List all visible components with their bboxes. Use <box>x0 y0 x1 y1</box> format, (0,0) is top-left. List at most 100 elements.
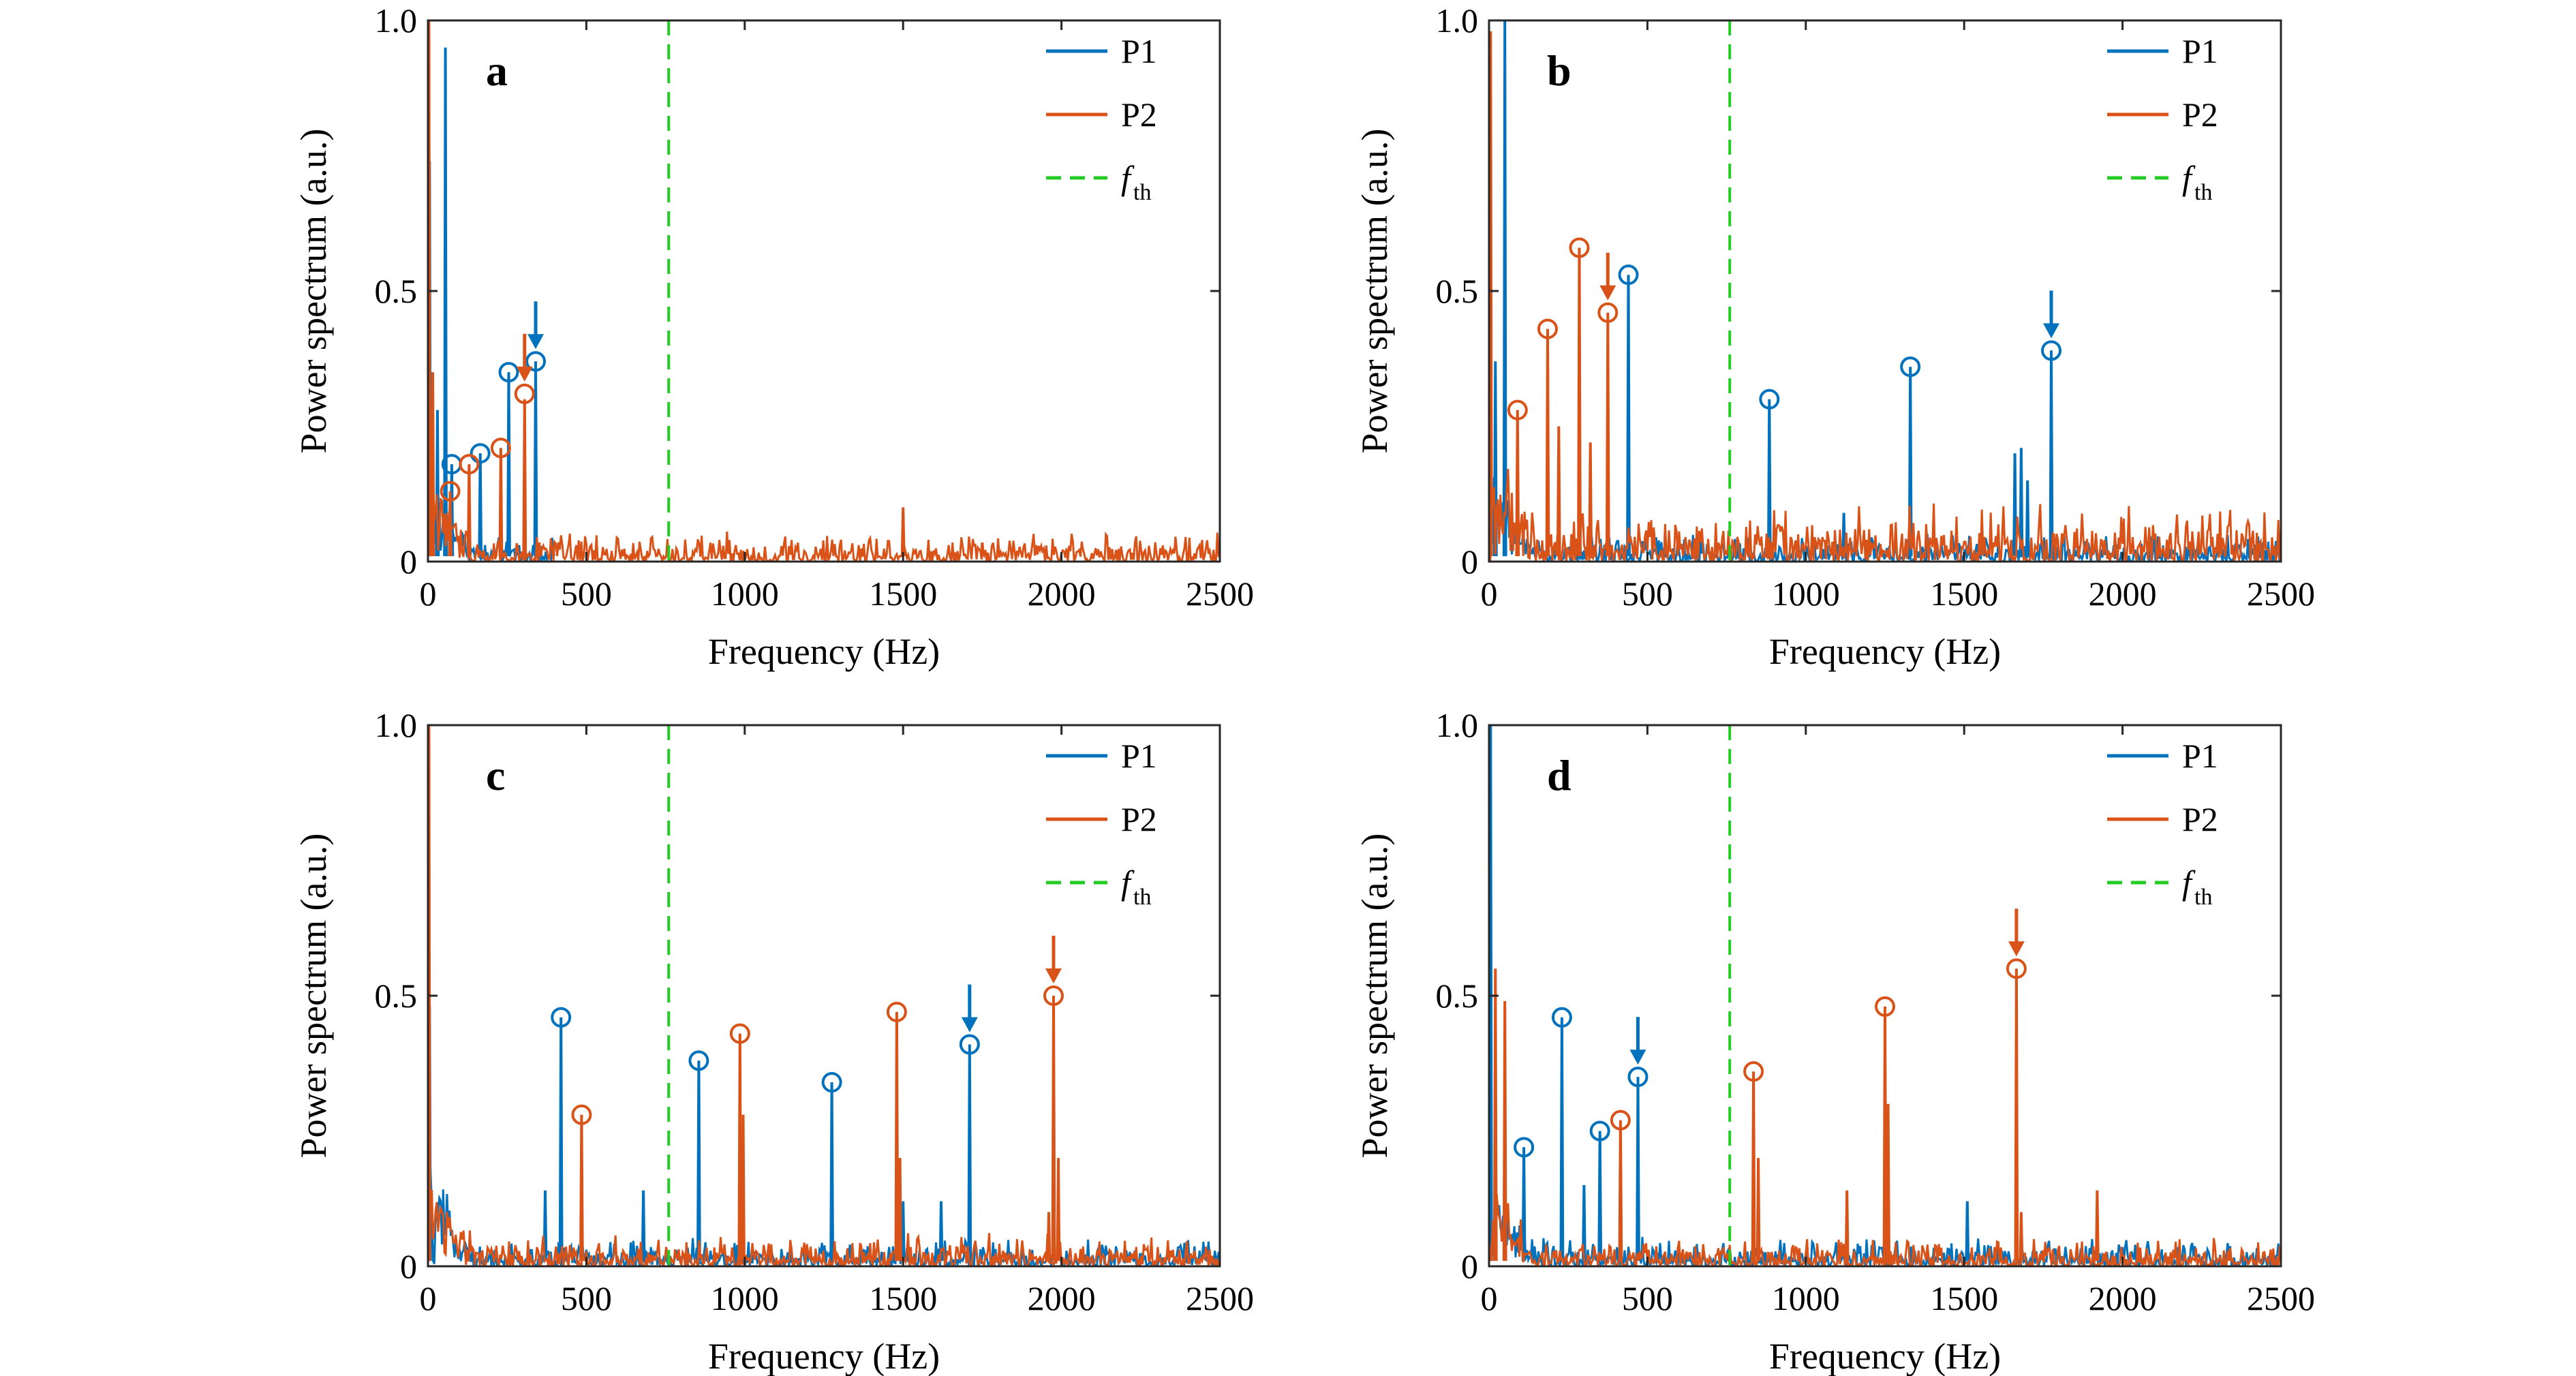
series-p2-peak <box>1046 1212 1052 1262</box>
panel-label: c <box>486 751 505 799</box>
series-p2-peak <box>1051 995 1056 1262</box>
y-tick-label: 0.5 <box>1436 272 1479 310</box>
panel-b: 0 500 1000 1500 2000 2500 0 0.5 1.0 Frequency (Hz… <box>1354 1 2315 672</box>
series-p2-peak <box>2014 968 2019 1262</box>
y-tick-label: 0.5 <box>1436 977 1479 1015</box>
peak-marker-p1 <box>688 1050 709 1071</box>
series-p2-peak <box>1556 426 1561 557</box>
series-p1-peak <box>533 361 538 557</box>
peak-marker-p1 <box>821 1072 842 1093</box>
peak-marker-p1 <box>2041 340 2062 361</box>
peak-marker-p2 <box>2006 958 2027 979</box>
series-p1-peak <box>829 1082 834 1262</box>
peak-marker-p1 <box>498 362 519 383</box>
series-p1-peak <box>542 1190 548 1262</box>
peak-marker-p2 <box>459 454 480 475</box>
series-p1-peak <box>641 1190 646 1262</box>
x-tick-label: 2000 <box>1028 575 1096 613</box>
peak-marker-p2 <box>514 383 535 404</box>
y-axis-title: Power spectrum (a.u.) <box>1354 834 1395 1159</box>
series-p2-peak <box>1882 1006 1888 1262</box>
arrow-head-p1 <box>961 1017 978 1033</box>
legend-p1-label: P1 <box>2182 32 2218 70</box>
x-tick-label: 500 <box>1622 575 1673 613</box>
arrow-head-p1 <box>2043 323 2060 339</box>
series-p1-peak <box>1559 1017 1565 1262</box>
series-p1-peak <box>443 47 448 557</box>
series-p2-peak <box>898 1158 902 1262</box>
peak-marker-p2 <box>886 1001 907 1022</box>
legend-p2-label: P2 <box>1121 800 1157 838</box>
series-p1-peak <box>558 1017 564 1262</box>
y-tick-label: 1.0 <box>375 1 418 40</box>
x-tick-label: 1500 <box>1930 1279 1998 1317</box>
legend-p2-label: P2 <box>2182 95 2218 134</box>
legend-p2-label: P2 <box>1121 95 1157 134</box>
y-tick-label: 0 <box>400 542 417 581</box>
y-tick-label: 0 <box>400 1247 417 1285</box>
series-p1-peak <box>478 453 483 557</box>
plot-area <box>1489 20 2281 562</box>
peak-marker-p1 <box>1900 356 1921 378</box>
peak-marker-p2 <box>1743 1061 1764 1082</box>
x-tick-label: 2000 <box>1028 1279 1096 1317</box>
panel-label: d <box>1547 751 1571 799</box>
series-p1-peak <box>506 372 511 557</box>
series-p2-peak <box>448 491 453 557</box>
series-p1-peak <box>967 1044 972 1262</box>
y-tick-label: 0.5 <box>375 272 418 310</box>
x-tick-label: 500 <box>1622 1279 1673 1317</box>
peak-marker-p1 <box>959 1034 980 1055</box>
series-p1-peak <box>2025 480 2030 557</box>
peak-marker-p1 <box>551 1007 572 1028</box>
series-p2-peak <box>1751 1071 1756 1262</box>
series-p1-peak <box>1626 275 1631 557</box>
x-axis-title: Frequency (Hz) <box>1769 631 2001 672</box>
panel-d: 0 500 1000 1500 2000 2500 0 0.5 1.0 Frequency (Hz… <box>1354 706 2315 1376</box>
arrow-head-p2 <box>2008 941 2025 957</box>
x-axis-title: Frequency (Hz) <box>1769 1336 2001 1376</box>
x-tick-label: 0 <box>420 1279 437 1317</box>
x-tick-label: 0 <box>1481 575 1498 613</box>
legend-p1-label: P1 <box>2182 737 2218 775</box>
legend-threshold-subscript: th <box>2194 885 2212 910</box>
x-tick-label: 500 <box>561 575 612 613</box>
series-p2-peak <box>825 547 829 557</box>
peak-marker-p1 <box>1759 388 1780 410</box>
series-p1-peak <box>1636 1077 1640 1262</box>
y-tick-label: 1.0 <box>1436 706 1479 744</box>
series-p2-peak <box>1755 1158 1761 1262</box>
x-tick-label: 1000 <box>711 575 779 613</box>
peak-marker-p2 <box>490 438 511 459</box>
x-tick-label: 1000 <box>1772 1279 1840 1317</box>
x-tick-label: 1500 <box>1930 575 1998 613</box>
series-p2-peak <box>894 1011 900 1262</box>
peak-marker-p1 <box>1618 264 1639 286</box>
x-tick-label: 2000 <box>2089 1279 2157 1317</box>
series-p1-peak <box>1597 1131 1603 1262</box>
peak-marker-p1 <box>470 443 491 464</box>
series-p1-peak <box>2012 453 2017 557</box>
x-tick-label: 500 <box>561 1279 612 1317</box>
series-p2-peak <box>1515 410 1520 557</box>
peak-marker-p2 <box>1610 1110 1631 1131</box>
series-p1-peak <box>2049 350 2054 557</box>
y-tick-label: 0.5 <box>375 977 418 1015</box>
series-p2-peak <box>467 464 472 557</box>
peak-marker-p1 <box>1627 1067 1649 1088</box>
arrow-head-p2 <box>1599 285 1616 301</box>
series-p2-peak <box>579 1114 584 1262</box>
y-axis-title: Power spectrum (a.u.) <box>293 129 334 454</box>
series-p2-noise <box>1489 468 2281 562</box>
x-tick-label: 1500 <box>869 1279 937 1317</box>
peak-marker-p2 <box>1043 985 1064 1006</box>
series-p2-peak <box>741 1114 746 1262</box>
peak-marker-p1 <box>1514 1137 1535 1158</box>
series-p2-peak <box>2095 1190 2100 1262</box>
series-p2-peak <box>1886 1103 1890 1262</box>
series-p2-peak <box>737 1033 743 1262</box>
y-tick-label: 1.0 <box>375 706 418 744</box>
